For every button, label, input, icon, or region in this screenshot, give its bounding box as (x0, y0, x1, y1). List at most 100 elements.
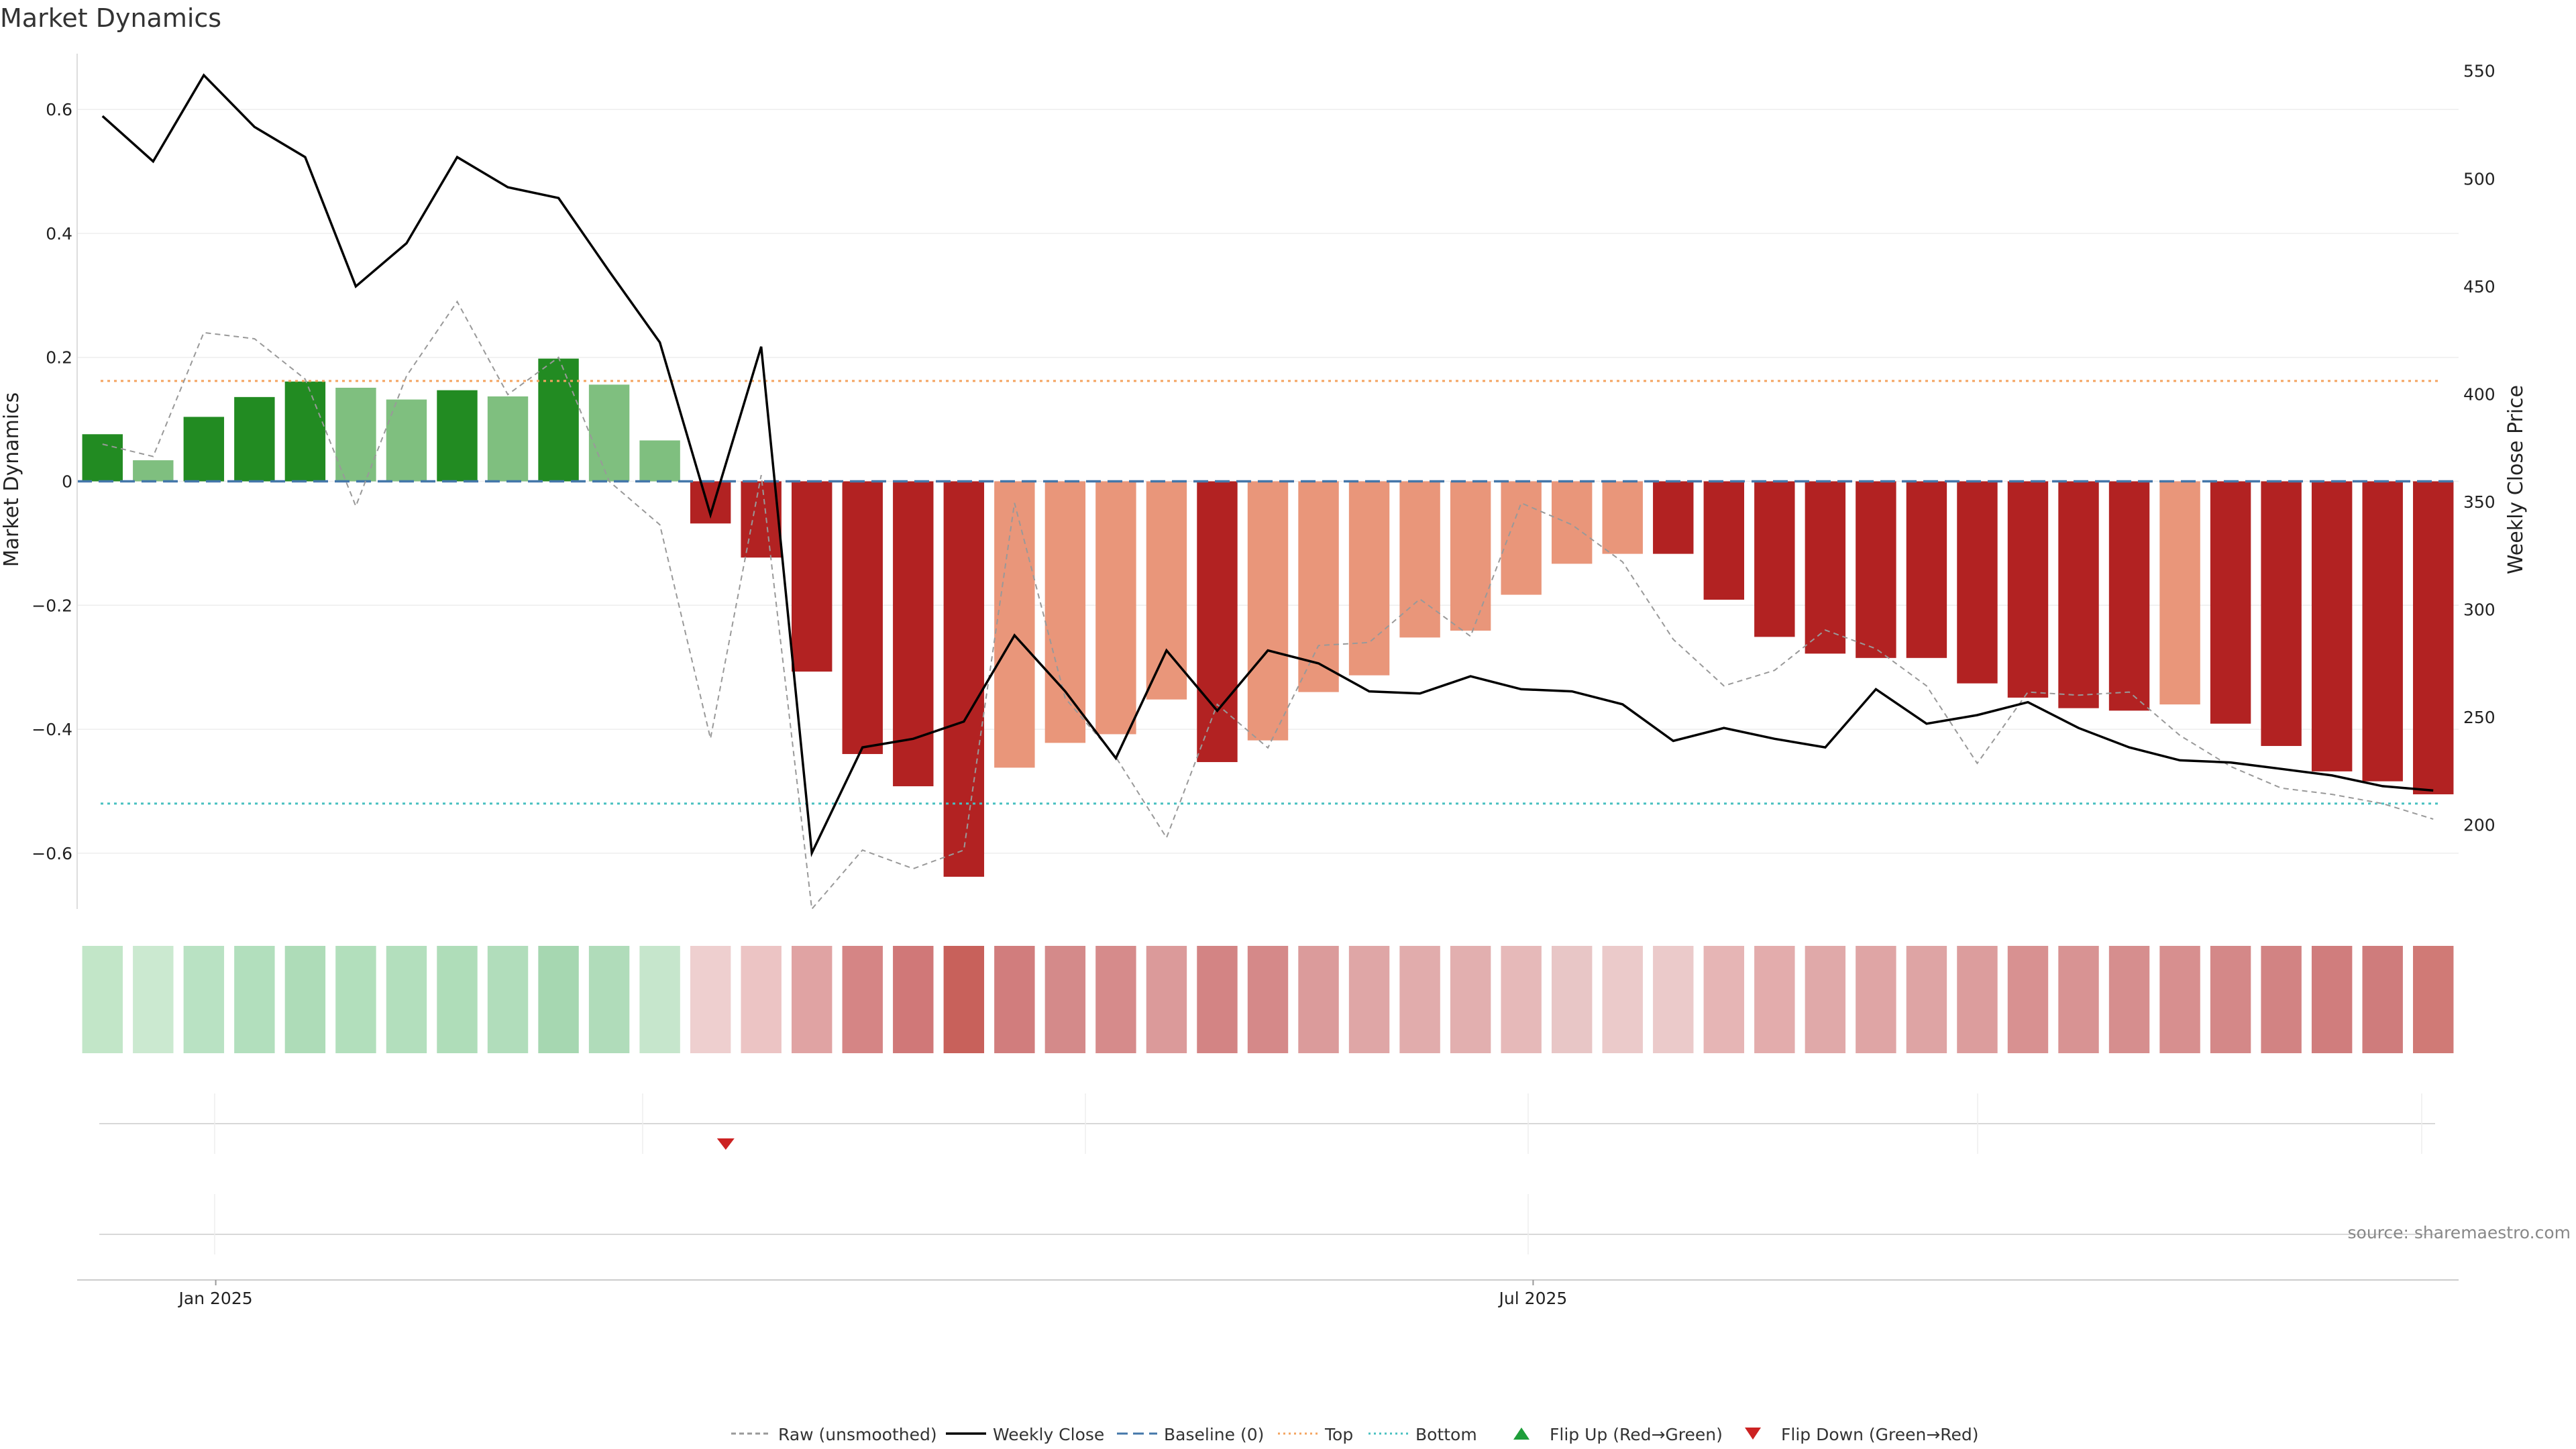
bar (1399, 481, 1440, 638)
bar (1703, 481, 1744, 600)
y2-tick-label: 250 (2463, 708, 2496, 727)
bar (2261, 481, 2302, 747)
heat-cell (943, 946, 985, 1053)
legend-item: Top (1278, 1425, 1353, 1444)
heat-cell (639, 946, 680, 1053)
bar (741, 481, 782, 558)
bar (1298, 481, 1339, 692)
heat-cell (2413, 946, 2454, 1053)
y-tick-label: 0.6 (46, 100, 72, 119)
bar (1602, 481, 1643, 554)
legend-item: Baseline (0) (1117, 1425, 1264, 1444)
bar (1197, 481, 1238, 763)
heat-cell (1197, 946, 1238, 1053)
heat-cell (2108, 946, 2150, 1053)
heat-cell (335, 946, 376, 1053)
heat-cell (1957, 946, 1998, 1053)
bar (1856, 481, 1896, 658)
bar (1754, 481, 1795, 637)
series-lines (101, 73, 2434, 911)
y2-tick-label: 400 (2463, 384, 2496, 404)
source-note: source: sharemaestro.com (2348, 1223, 2571, 1242)
axes: 0.6 0.4 0.2 0 −0.2 −0.4 −0.6 550 500 450 400 350 300… (32, 54, 2496, 1308)
bar (588, 384, 630, 482)
bar (1247, 481, 1289, 741)
bar (183, 417, 225, 482)
heat-cell (1247, 946, 1289, 1053)
bar (437, 390, 478, 482)
heat-cell (741, 946, 782, 1053)
bar (234, 396, 275, 482)
bar (2159, 481, 2200, 705)
legend-label: Baseline (0) (1164, 1425, 1264, 1444)
bar (1957, 481, 1998, 684)
heat-cell (893, 946, 934, 1053)
bar (639, 440, 680, 482)
bar (1805, 481, 1846, 654)
heat-cell (1906, 946, 1947, 1053)
legend-label: Weekly Close (993, 1425, 1104, 1444)
flip-panels (99, 1093, 2435, 1254)
y2-axis-label: Weekly Close Price (2504, 385, 2528, 574)
bar (82, 434, 123, 482)
y-axis-label: Market Dynamics (0, 392, 23, 568)
y-tick-label: 0.4 (46, 224, 72, 244)
flip-down-icon (1745, 1428, 1761, 1440)
heat-cell (2210, 946, 2251, 1053)
heat-cell (1450, 946, 1491, 1053)
bar (335, 387, 376, 482)
bar (792, 481, 833, 672)
legend-label: Top (1324, 1425, 1353, 1444)
bar (2007, 481, 2049, 698)
heat-cell (487, 946, 529, 1053)
heat-cell (234, 946, 275, 1053)
heat-cell (437, 946, 478, 1053)
bar (1653, 481, 1694, 554)
bar (2362, 481, 2403, 782)
flip-down-marker (716, 1138, 735, 1150)
bar (1044, 481, 1086, 743)
y-tick-label: −0.2 (32, 596, 72, 615)
bar (994, 481, 1035, 768)
raw-unsmoothed-line (102, 300, 2434, 911)
heat-cell (1399, 946, 1440, 1053)
heat-cell (82, 946, 123, 1053)
legend-label: Flip Up (Red→Green) (1550, 1425, 1723, 1444)
bar (893, 481, 934, 787)
heat-cell (1754, 946, 1795, 1053)
bar (487, 396, 529, 482)
heat-cell (1653, 946, 1694, 1053)
legend-item: Bottom (1368, 1425, 1477, 1444)
heat-cell (2362, 946, 2403, 1053)
heat-cell (1298, 946, 1339, 1053)
y-tick-label: 0 (62, 472, 72, 492)
bar (1906, 481, 1947, 658)
legend-label: Flip Down (Green→Red) (1781, 1425, 1979, 1444)
bar (2413, 481, 2454, 795)
heat-cell (1348, 946, 1390, 1053)
weekly-close-line (101, 73, 2434, 857)
heat-cell (2058, 946, 2099, 1053)
heat-cell (1095, 946, 1136, 1053)
heat-cell (538, 946, 579, 1053)
bar (133, 460, 174, 482)
heat-cell (2159, 946, 2200, 1053)
y2-tick-label: 450 (2463, 277, 2496, 297)
y-tick-label: −0.4 (32, 720, 72, 739)
x-tick-label: Jul 2025 (1498, 1289, 1568, 1308)
y2-tick-label: 350 (2463, 492, 2496, 512)
y2-tick-label: 500 (2463, 169, 2496, 189)
heat-cell (386, 946, 427, 1053)
bar (842, 481, 883, 755)
heat-strip (82, 946, 2454, 1053)
bar (538, 358, 579, 482)
heat-cell (690, 946, 731, 1053)
bar (1450, 481, 1491, 631)
heat-cell (1551, 946, 1593, 1053)
legend-item: Raw (unsmoothed) (731, 1425, 937, 1444)
heat-cell (994, 946, 1035, 1053)
heat-cell (1805, 946, 1846, 1053)
heat-cell (1856, 946, 1896, 1053)
y2-tick-label: 550 (2463, 62, 2496, 81)
